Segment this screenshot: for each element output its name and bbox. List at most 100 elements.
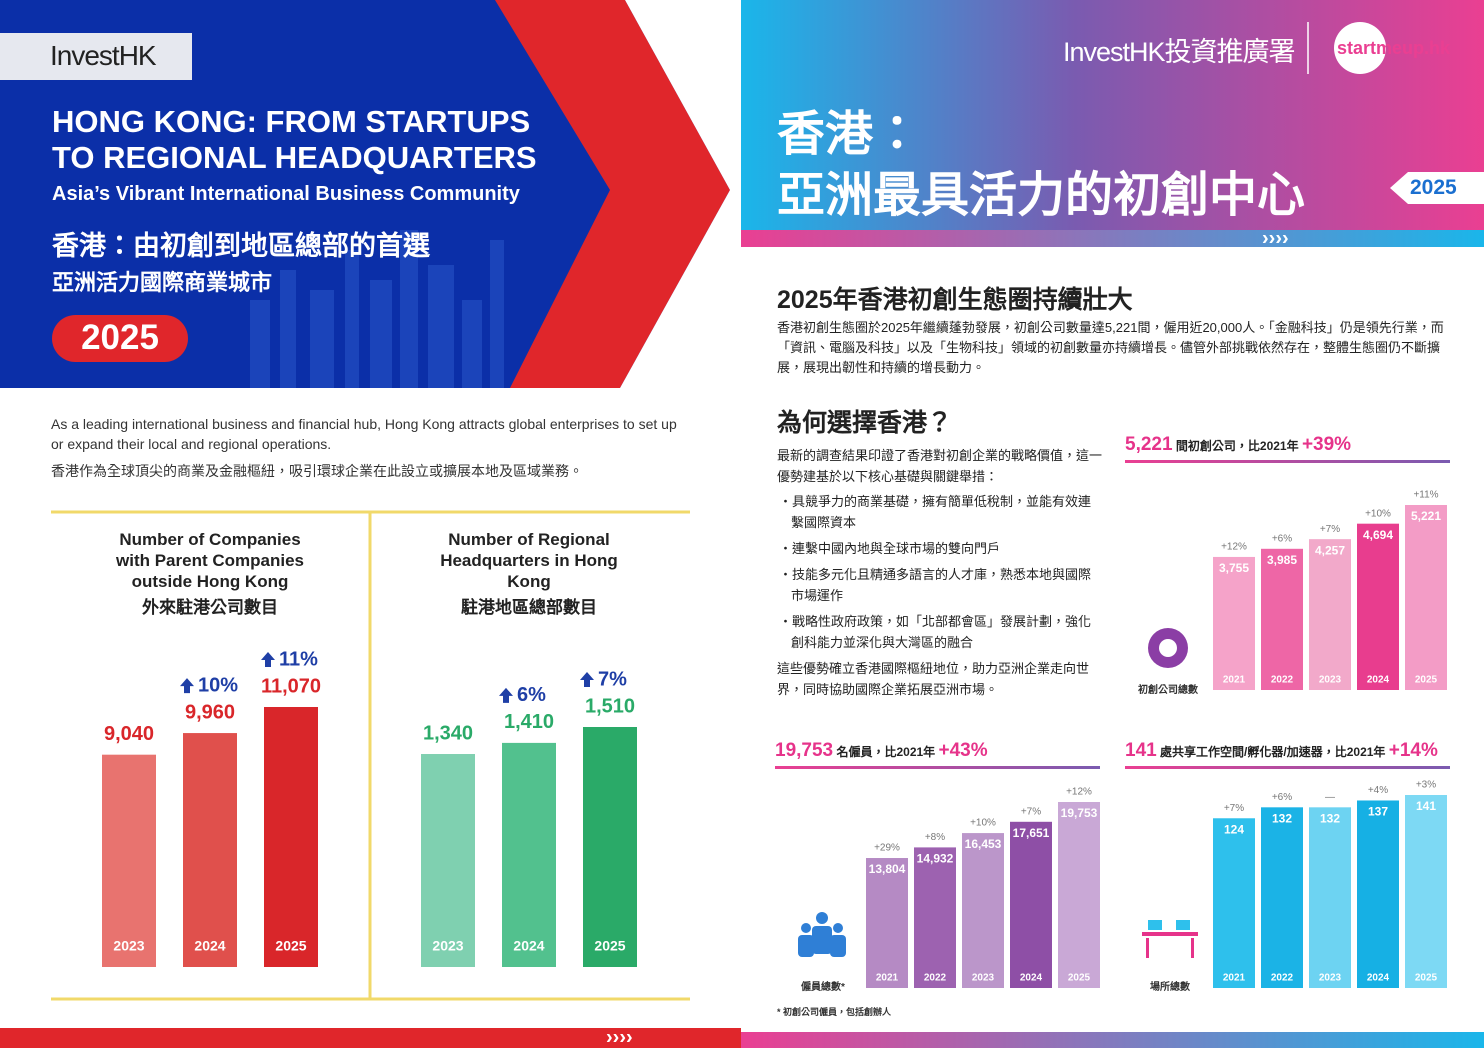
intro: 最新的調查結果印證了香港對初創企業的戰略價值，這一優勢建基於以下核心基礎與關鍵舉…	[777, 448, 1103, 484]
bar	[102, 754, 156, 967]
section-body: 最新的調查結果印證了香港對初創企業的戰略價值，這一優勢建基於以下核心基礎與關鍵舉…	[777, 445, 1102, 700]
partner-logo: startmeup.hk	[1337, 38, 1451, 58]
section-heading: 2025年香港初創生態圈持續壯大	[777, 286, 1133, 314]
headline-change: +43%	[938, 740, 988, 761]
subtitle-en: Asia’s Vibrant International Business Co…	[52, 183, 520, 205]
bar	[1357, 800, 1399, 988]
section-text: 香港初創生態圈於2025年繼續蓬勃發展，初創公司數量達5,221間，僱用近20,…	[777, 320, 1444, 375]
partner-badge	[1334, 22, 1386, 74]
change-label: 10%	[198, 674, 238, 696]
value-label: 137	[1368, 805, 1388, 819]
value-label: 1,510	[585, 695, 635, 717]
year-label: 2025	[1415, 973, 1438, 984]
value-label: 16,453	[965, 837, 1002, 851]
year-tag-label: 2025	[1410, 176, 1457, 199]
bar	[962, 833, 1004, 988]
change-label: +8%	[925, 832, 945, 843]
bar	[1058, 802, 1100, 988]
value-label: 19,753	[1061, 806, 1098, 820]
footer-bar	[0, 1028, 741, 1048]
value-label: 124	[1224, 822, 1244, 836]
year-label: 2022	[924, 973, 947, 984]
up-arrow	[580, 672, 594, 687]
value-label: 132	[1320, 811, 1340, 825]
year-label: 2021	[1223, 973, 1246, 984]
underline	[775, 766, 1100, 769]
change-label: +7%	[1320, 524, 1340, 535]
underline	[1125, 460, 1450, 463]
headline-text: 處共享工作空間/孵化器/加速器，比2021年	[1160, 745, 1386, 759]
headline-text: 名僱員，比2021年	[836, 745, 936, 759]
bar	[1405, 505, 1447, 690]
year-label: 2021	[1223, 675, 1246, 686]
chart-subtitle: 外來駐港公司數目	[142, 598, 278, 617]
bar	[1357, 523, 1399, 690]
bullets: 具競爭力的商業基礎，擁有簡單低稅制，並能有效連繫國際資本 連繫中國內地與全球市場…	[777, 491, 1102, 653]
chart-subtitle: 駐港地區總部數目	[461, 598, 597, 617]
change-label: +10%	[970, 818, 996, 829]
banner-cut	[620, 190, 741, 388]
chart-label: 初創公司總數	[1138, 685, 1198, 696]
year-label: 2022	[1271, 973, 1294, 984]
bullet: 戰略性政府政策，如「北部都會區」發展計劃，強化創科能力並深化與大灣區的融合	[777, 611, 1102, 653]
year-label: 2024	[1367, 973, 1390, 984]
headline-text: 間初創公司，比2021年	[1175, 439, 1299, 453]
value-label: 17,651	[1013, 826, 1050, 840]
year-label: 2023	[1319, 973, 1342, 984]
subtitle-zh: 亞洲活力國際商業城市	[52, 270, 273, 295]
year-label: 2023	[113, 938, 144, 954]
value-label: 1,410	[504, 711, 554, 733]
headline-value: 5,221	[1125, 434, 1173, 455]
value-label: 1,340	[423, 722, 473, 744]
change-label: 7%	[598, 668, 627, 690]
rocket-icon	[1148, 628, 1188, 668]
banner-cut	[625, 0, 741, 190]
bullet: 技能多元化且精通多語言的人才庫，熟悉本地與國際市場運作	[777, 564, 1102, 606]
change-label: +7%	[1021, 806, 1041, 817]
bar	[583, 727, 637, 967]
title-en: HONG KONG: FROM STARTUPS TO REGIONAL HEA…	[52, 104, 537, 175]
header-strip	[741, 230, 1484, 247]
bar	[1213, 556, 1255, 690]
value-label: 14,932	[917, 852, 954, 866]
bar	[183, 733, 237, 967]
value-label: 4,257	[1315, 543, 1345, 557]
chart-title: Number of Regional Headquarters in Hong …	[440, 530, 618, 591]
chevrons: ››››	[606, 1026, 633, 1048]
bullet: 具競爭力的商業基礎，擁有簡單低稅制，並能有效連繫國際資本	[777, 491, 1102, 533]
title-zh: 香港：由初創到地區總部的首選	[52, 231, 430, 261]
year-pill	[52, 315, 188, 362]
headline-value: 19,753	[775, 740, 834, 761]
up-arrow	[499, 687, 513, 703]
bar	[1309, 539, 1351, 690]
year-label: 2023	[972, 973, 995, 984]
bar	[866, 858, 908, 988]
year-label: 2025	[275, 938, 306, 954]
year-label: 2021	[876, 973, 899, 984]
bar	[1261, 548, 1303, 690]
up-arrow	[180, 678, 194, 694]
headline-change: +39%	[1301, 434, 1352, 455]
change-label: +12%	[1221, 542, 1247, 553]
chart-label: 場所總數	[1150, 982, 1190, 993]
title-line: 香港：	[777, 108, 922, 161]
year-tag	[1390, 172, 1484, 204]
chart-headline: 141 處共享工作空間/孵化器/加速器，比2021年 +14%	[1125, 740, 1438, 762]
bar	[914, 847, 956, 988]
up-arrow	[261, 652, 275, 667]
intro-zh: 香港作為全球頂尖的商業及金融樞紐，吸引環球企業在此設立或擴展本地及區域業務。	[51, 463, 583, 479]
value-label: 9,040	[104, 723, 154, 745]
intro-en: As a leading international business and …	[51, 416, 677, 452]
change-label: —	[1325, 792, 1335, 803]
skyline	[250, 230, 504, 388]
bar	[502, 742, 556, 967]
year-label: 2025	[594, 938, 625, 954]
year-label: 2024	[1367, 675, 1390, 686]
year-label: 2024	[513, 938, 544, 954]
bar	[264, 707, 318, 967]
year-label: 2023	[432, 938, 463, 954]
change-label: +11%	[1413, 490, 1438, 501]
change-label: +6%	[1272, 792, 1292, 803]
